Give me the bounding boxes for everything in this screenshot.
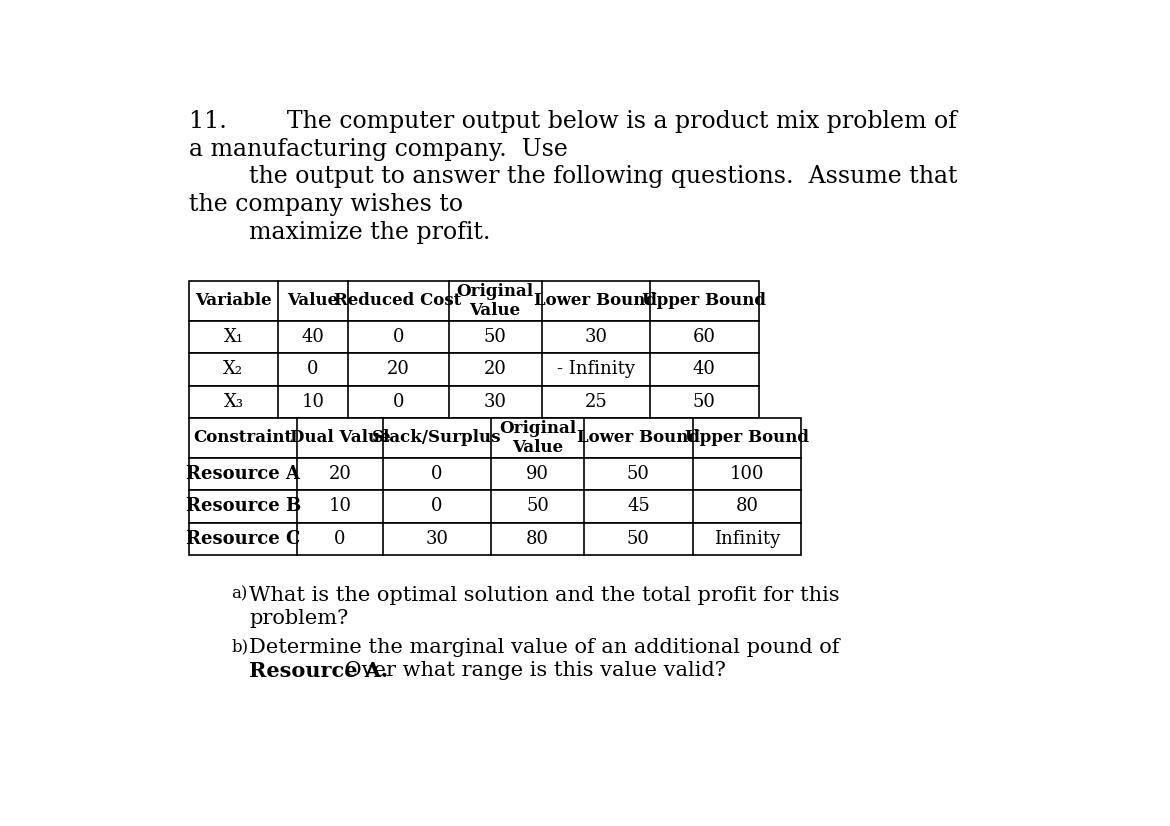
Text: 20: 20 bbox=[329, 465, 351, 483]
Text: Infinity: Infinity bbox=[714, 529, 780, 548]
Bar bbox=[188, 354, 758, 386]
Text: What is the optimal solution and the total profit for this: What is the optimal solution and the tot… bbox=[249, 586, 840, 605]
Text: b): b) bbox=[232, 638, 248, 655]
Bar bbox=[188, 523, 801, 555]
Text: Upper Bound: Upper Bound bbox=[684, 430, 808, 446]
Text: Constraint: Constraint bbox=[193, 430, 292, 446]
Text: Value: Value bbox=[288, 292, 338, 310]
Text: 80: 80 bbox=[736, 497, 758, 515]
Text: 50: 50 bbox=[526, 497, 549, 515]
Text: Determine the marginal value of an additional pound of: Determine the marginal value of an addit… bbox=[249, 638, 840, 657]
Text: 80: 80 bbox=[526, 529, 549, 548]
Text: 90: 90 bbox=[526, 465, 549, 483]
Bar bbox=[188, 281, 758, 320]
Text: 20: 20 bbox=[387, 360, 410, 378]
Text: 0: 0 bbox=[335, 529, 346, 548]
Text: 30: 30 bbox=[426, 529, 448, 548]
Text: maximize the profit.: maximize the profit. bbox=[188, 221, 490, 244]
Text: 0: 0 bbox=[392, 328, 404, 346]
Text: 0: 0 bbox=[431, 497, 442, 515]
Bar bbox=[188, 386, 758, 418]
Text: - Infinity: - Infinity bbox=[557, 360, 635, 378]
Text: 20: 20 bbox=[483, 360, 507, 378]
Text: 10: 10 bbox=[302, 392, 324, 411]
Bar bbox=[188, 418, 801, 458]
Text: Upper Bound: Upper Bound bbox=[642, 292, 766, 310]
Text: 0: 0 bbox=[431, 465, 442, 483]
Text: 50: 50 bbox=[483, 328, 507, 346]
Text: 50: 50 bbox=[627, 465, 649, 483]
Text: Over what range is this value valid?: Over what range is this value valid? bbox=[338, 662, 727, 681]
Text: Resource C: Resource C bbox=[186, 529, 301, 548]
Text: Lower Bound: Lower Bound bbox=[577, 430, 700, 446]
Text: Resource A: Resource A bbox=[186, 465, 301, 483]
Text: 45: 45 bbox=[627, 497, 649, 515]
Bar bbox=[188, 458, 801, 491]
Text: Reduced Cost: Reduced Cost bbox=[335, 292, 462, 310]
Text: the output to answer the following questions.  Assume that: the output to answer the following quest… bbox=[188, 165, 957, 188]
Text: X₃: X₃ bbox=[223, 392, 243, 411]
Text: 50: 50 bbox=[627, 529, 649, 548]
Text: Original
Value: Original Value bbox=[500, 420, 576, 456]
Text: 11.        The computer output below is a product mix problem of: 11. The computer output below is a produ… bbox=[188, 110, 957, 133]
Text: 50: 50 bbox=[693, 392, 716, 411]
Text: X₂: X₂ bbox=[223, 360, 243, 378]
Text: a manufacturing company.  Use: a manufacturing company. Use bbox=[188, 138, 567, 160]
Bar bbox=[188, 491, 801, 523]
Text: 30: 30 bbox=[584, 328, 607, 346]
Text: problem?: problem? bbox=[249, 609, 349, 628]
Text: Resource B: Resource B bbox=[186, 497, 301, 515]
Text: Original
Value: Original Value bbox=[456, 282, 534, 319]
Text: 10: 10 bbox=[329, 497, 351, 515]
Text: Lower Bound: Lower Bound bbox=[535, 292, 658, 310]
Text: 0: 0 bbox=[307, 360, 318, 378]
Text: X₁: X₁ bbox=[223, 328, 243, 346]
Text: Resource A.: Resource A. bbox=[249, 662, 388, 681]
Text: 40: 40 bbox=[302, 328, 324, 346]
Text: Dual Value: Dual Value bbox=[290, 430, 391, 446]
Text: 0: 0 bbox=[392, 392, 404, 411]
Text: 100: 100 bbox=[730, 465, 764, 483]
Text: a): a) bbox=[232, 586, 248, 603]
Text: the company wishes to: the company wishes to bbox=[188, 193, 463, 216]
Text: Slack/Surplus: Slack/Surplus bbox=[372, 430, 502, 446]
Text: Variable: Variable bbox=[195, 292, 271, 310]
Bar bbox=[188, 320, 758, 354]
Text: 60: 60 bbox=[693, 328, 716, 346]
Text: 40: 40 bbox=[693, 360, 716, 378]
Text: 30: 30 bbox=[483, 392, 507, 411]
Text: 25: 25 bbox=[584, 392, 607, 411]
